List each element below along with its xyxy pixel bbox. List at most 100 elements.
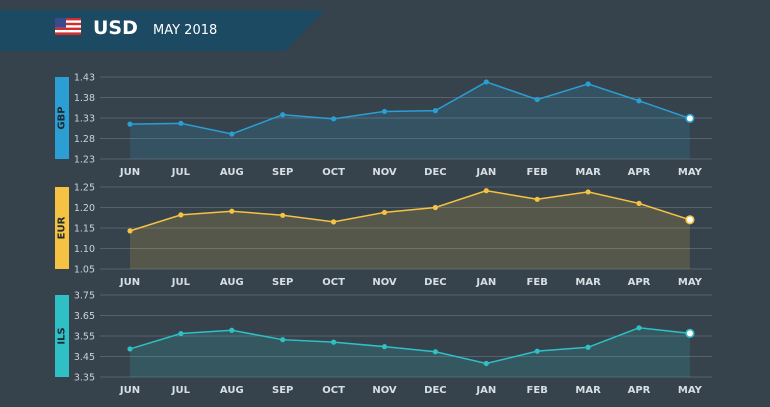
- data-point: [280, 212, 286, 218]
- y-axis-label: ILS: [57, 327, 68, 344]
- x-tick-label: JUL: [171, 385, 191, 396]
- data-point: [685, 113, 695, 124]
- series-area: [130, 190, 690, 269]
- y-axis-label: GBP: [57, 106, 68, 129]
- x-tick-label: NOV: [372, 167, 397, 178]
- x-tick-label: JAN: [475, 385, 496, 396]
- data-point: [381, 209, 388, 216]
- x-tick-label: NOV: [372, 385, 397, 396]
- data-point: [585, 344, 591, 350]
- x-tick-label: OCT: [322, 277, 345, 288]
- data-point: [636, 200, 642, 206]
- x-tick-label: DEC: [424, 385, 446, 396]
- data-point: [381, 108, 388, 115]
- x-tick-label: JUN: [119, 385, 140, 396]
- series-line: [129, 189, 691, 232]
- x-tick-label: JUN: [119, 277, 140, 288]
- y-tick-label: 3.35: [74, 373, 95, 384]
- data-point: [483, 188, 489, 194]
- data-point: [685, 328, 695, 338]
- data-point: [381, 344, 388, 350]
- data-point: [280, 337, 286, 343]
- x-tick-label: MAY: [678, 277, 703, 288]
- chart-eur: EUR 1.05 1.10 1.15 1.20 1.25 JUN JUL AUG SEP OCT NO…: [55, 183, 712, 288]
- x-tick-label: JAN: [475, 167, 496, 178]
- x-tick-label: AUG: [220, 277, 244, 288]
- data-point: [229, 208, 235, 214]
- data-point: [331, 339, 337, 345]
- series-area: [130, 327, 690, 377]
- data-point: [534, 348, 540, 354]
- y-tick-label: 1.20: [74, 203, 95, 214]
- chart-gbp: GBP 1.23 1.28 1.33 1.38 1.43 JUN JUL AUG SEP OCT NO…: [55, 73, 712, 178]
- y-tick-label: 3.55: [74, 332, 95, 343]
- data-point: [178, 212, 184, 218]
- x-tick-label: APR: [628, 277, 651, 288]
- data-point: [432, 204, 438, 211]
- y-tick-label: 1.10: [74, 244, 95, 255]
- y-tick-label: 1.23: [74, 155, 95, 166]
- x-tick-label: MAR: [575, 385, 601, 396]
- x-tick-label: SEP: [272, 167, 293, 178]
- currency-title: USD: [93, 17, 138, 39]
- data-point: [229, 131, 235, 137]
- chart-panels: GBP 1.23 1.28 1.33 1.38 1.43 JUN JUL AUG SEP OCT NO…: [55, 73, 712, 396]
- y-tick-label: 1.05: [74, 265, 95, 276]
- y-tick-label: 1.25: [74, 183, 95, 194]
- data-point: [178, 330, 184, 337]
- x-tick-label: DEC: [424, 277, 446, 288]
- x-tick-label: JUL: [171, 277, 191, 288]
- y-tick-label: 1.33: [74, 114, 95, 125]
- x-tick-label: SEP: [272, 277, 293, 288]
- data-point: [331, 116, 337, 122]
- x-tick-label: MAR: [575, 277, 601, 288]
- data-point: [432, 108, 438, 114]
- data-point: [127, 228, 133, 234]
- data-point: [585, 81, 591, 87]
- x-tick-label: FEB: [527, 277, 548, 288]
- series-tab: [55, 77, 69, 159]
- data-point: [483, 360, 489, 367]
- x-tick-label: FEB: [527, 385, 548, 396]
- series-tab: [55, 187, 69, 269]
- x-tick-label: MAY: [678, 167, 703, 178]
- y-tick-label: 1.43: [74, 73, 95, 84]
- series-tab: [55, 295, 69, 377]
- us-flag-icon: [55, 18, 81, 35]
- data-point: [127, 346, 133, 352]
- data-point: [636, 325, 642, 331]
- header-band: [0, 10, 325, 51]
- x-tick-label: NOV: [372, 277, 397, 288]
- x-tick-label: AUG: [220, 167, 244, 178]
- x-tick-label: APR: [628, 385, 651, 396]
- x-tick-label: FEB: [527, 167, 548, 178]
- data-point: [432, 349, 438, 355]
- y-tick-label: 1.28: [74, 134, 95, 145]
- data-point: [229, 327, 235, 333]
- y-tick-label: 1.15: [74, 224, 95, 235]
- x-tick-label: APR: [628, 167, 651, 178]
- x-tick-label: JAN: [475, 277, 496, 288]
- x-tick-label: JUN: [119, 167, 140, 178]
- x-tick-label: DEC: [424, 167, 446, 178]
- y-tick-label: 3.45: [74, 352, 95, 363]
- x-tick-label: OCT: [322, 385, 345, 396]
- date-label: MAY 2018: [153, 23, 217, 38]
- x-tick-label: MAY: [678, 385, 703, 396]
- data-point: [685, 215, 695, 225]
- data-point: [280, 112, 286, 118]
- y-tick-label: 1.38: [74, 93, 95, 104]
- y-tick-label: 3.75: [74, 291, 95, 302]
- data-point: [534, 96, 540, 103]
- x-tick-label: OCT: [322, 167, 345, 178]
- x-tick-label: SEP: [272, 385, 293, 396]
- y-tick-label: 3.65: [74, 311, 95, 322]
- x-tick-label: JUL: [171, 167, 191, 178]
- data-point: [585, 189, 591, 195]
- data-point: [178, 120, 184, 126]
- data-point: [534, 196, 540, 202]
- series-line: [129, 327, 690, 365]
- x-tick-label: MAR: [575, 167, 601, 178]
- series-area: [130, 81, 690, 159]
